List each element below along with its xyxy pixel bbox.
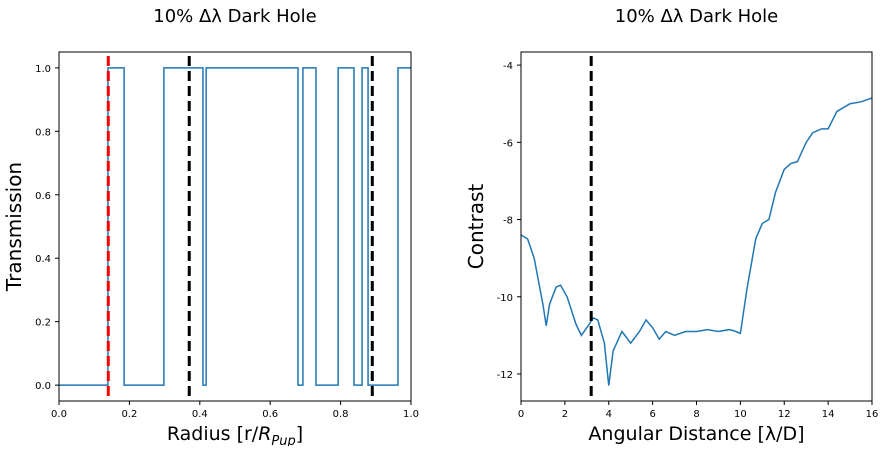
x-tick-label: 12 — [778, 409, 791, 420]
x-tick-label: 0.0 — [51, 409, 67, 420]
y-tick-label: 0.8 — [35, 127, 51, 138]
x-tick-label: 10 — [734, 409, 747, 420]
x-tick-label: 6 — [649, 409, 655, 420]
y-tick-label: -8 — [503, 216, 513, 227]
y-tick-label: 0.2 — [35, 318, 51, 329]
x-tick-label: 0 — [518, 409, 524, 420]
x-axis-label-part: R — [258, 423, 271, 445]
x-tick-label: 16 — [866, 409, 879, 420]
x-axis-label-part: Pup — [271, 434, 295, 446]
x-axis-label-part: Radius [r/ — [167, 423, 259, 445]
y-tick-label: 0.4 — [35, 254, 51, 265]
x-tick-label: 8 — [693, 409, 699, 420]
chart-title: 10% Δλ Dark Hole — [615, 6, 778, 27]
data-line — [520, 97, 873, 386]
x-tick-label: 0.6 — [262, 409, 278, 420]
chart-title: 10% Δλ Dark Hole — [153, 6, 316, 27]
x-tick-label: 0.8 — [333, 409, 349, 420]
y-tick-label: -12 — [497, 370, 513, 381]
x-axis-label-part: Angular Distance [λ/D] — [588, 423, 804, 445]
data-line — [59, 67, 411, 386]
x-tick-label: 2 — [562, 409, 568, 420]
x-tick-label: 4 — [606, 409, 612, 420]
x-tick-label: 14 — [822, 409, 835, 420]
y-axis-label: Transmission — [2, 162, 26, 292]
y-tick-label: -6 — [503, 138, 513, 149]
y-tick-label: 0.6 — [35, 191, 51, 202]
axes-frame — [58, 51, 412, 402]
y-tick-label: 0.0 — [35, 381, 51, 392]
y-axis-label: Contrast — [464, 184, 488, 270]
x-axis-label: Radius [r/RPup] — [167, 423, 303, 446]
y-tick-label: -10 — [497, 293, 513, 304]
x-tick-label: 0.2 — [121, 409, 137, 420]
x-axis-label-part: ] — [296, 423, 303, 445]
axes-frame — [520, 51, 873, 402]
x-tick-label: 1.0 — [403, 409, 419, 420]
y-tick-label: -4 — [503, 61, 513, 72]
x-tick-label: 0.4 — [192, 409, 208, 420]
x-axis-label: Angular Distance [λ/D] — [588, 423, 804, 445]
y-tick-label: 1.0 — [35, 64, 51, 75]
